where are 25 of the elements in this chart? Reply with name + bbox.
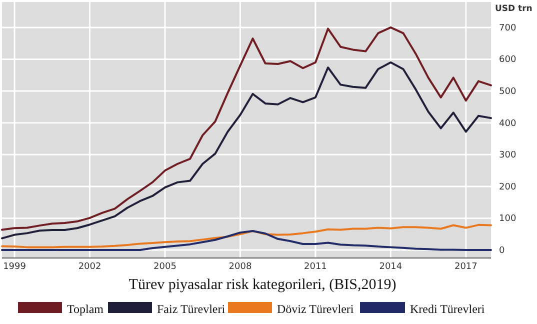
legend-label: Toplam bbox=[67, 302, 104, 316]
legend-label: Döviz Türevleri bbox=[277, 302, 354, 316]
line-series bbox=[1, 224, 492, 248]
x-tick-label: 2017 bbox=[454, 262, 478, 272]
y-tick-label: 0 bbox=[499, 246, 505, 256]
x-tick-label: 2014 bbox=[379, 262, 402, 272]
x-tick-label: 2008 bbox=[228, 262, 252, 272]
y-tick-label: 400 bbox=[499, 118, 516, 129]
y-tick-label: 600 bbox=[499, 55, 516, 66]
x-tick-label: 2002 bbox=[78, 262, 102, 272]
line-series bbox=[1, 230, 492, 252]
y-tick-label: 300 bbox=[499, 150, 516, 161]
text: Türev piyasalar risk kategorileri, (BIS,2019) bbox=[128, 277, 396, 293]
x-tick-label: 2011 bbox=[304, 262, 327, 272]
x-tick-label: 2005 bbox=[154, 262, 176, 272]
line-series bbox=[1, 26, 492, 231]
line-series bbox=[1, 61, 492, 240]
legend-label: Faiz Türevleri bbox=[157, 302, 226, 316]
y-axis-title: USD trn bbox=[495, 4, 532, 14]
y-tick-label: 100 bbox=[499, 214, 516, 224]
legend-label: Kredi Türevleri bbox=[410, 302, 486, 316]
y-tick-label: 700 bbox=[499, 23, 516, 34]
y-tick-label: 500 bbox=[499, 87, 516, 98]
x-tick-label: 1999 bbox=[3, 262, 26, 272]
y-tick-label: 200 bbox=[499, 182, 516, 192]
